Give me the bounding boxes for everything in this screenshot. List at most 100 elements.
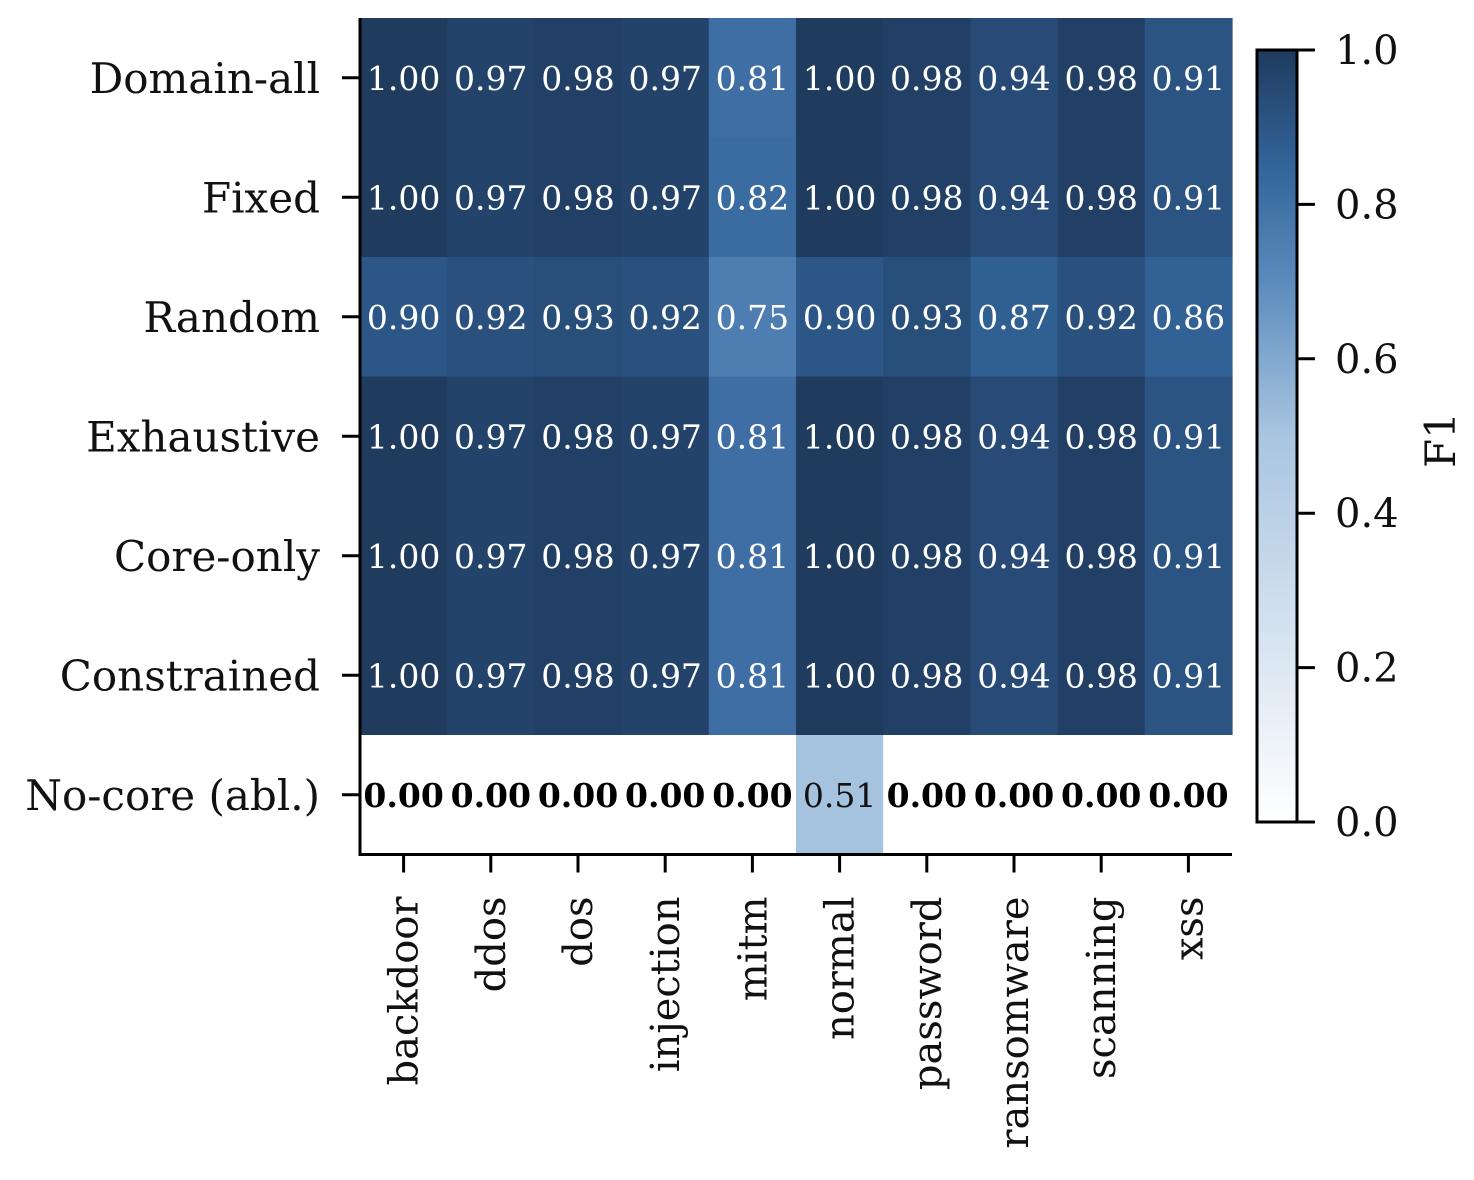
heatmap-cell <box>796 496 884 617</box>
colorbar-tick-label: 0.2 <box>1335 646 1399 692</box>
heatmap-cell <box>708 257 797 378</box>
cell-value-label: 0.98 <box>1064 537 1137 576</box>
heatmap-cell <box>796 735 884 856</box>
cell-value-label: 0.98 <box>890 656 963 695</box>
cell-value-label: 0.87 <box>977 298 1050 337</box>
heatmap-cell <box>1144 18 1233 139</box>
heatmap-cell <box>447 18 535 139</box>
heatmap-cell <box>708 376 797 497</box>
cell-value-label: 0.90 <box>367 298 440 337</box>
cell-value-label: 0.97 <box>628 178 701 217</box>
colorbar-ticks: 0.0 0.2 0.4 0.6 0.8 1.0 <box>1297 28 1399 846</box>
heatmap-cell <box>970 257 1059 378</box>
cell-value-label: 0.94 <box>977 537 1050 576</box>
heatmap-cell <box>1057 735 1146 856</box>
heatmap-cell <box>534 735 623 856</box>
heatmap-cells <box>360 18 1233 856</box>
heatmap-cell <box>708 18 797 139</box>
cell-value-label: 0.98 <box>890 417 963 456</box>
cell-value-label: 1.00 <box>803 178 876 217</box>
cell-value-label: 0.94 <box>977 59 1050 98</box>
heatmap-cell <box>534 18 623 139</box>
column-label: ddos <box>469 897 515 993</box>
row-label: Exhaustive <box>86 412 320 461</box>
heatmap-cell <box>621 257 710 378</box>
cell-value-label: 0.97 <box>628 537 701 576</box>
cell-value-label: 0.98 <box>890 59 963 98</box>
heatmap-cell <box>970 376 1059 497</box>
heatmap-cell <box>796 257 884 378</box>
heatmap-cell <box>534 257 623 378</box>
row-label: Random <box>143 293 320 342</box>
cell-value-label: 0.86 <box>1152 298 1225 337</box>
cell-value-label: 0.75 <box>716 298 789 337</box>
heatmap-cell <box>970 18 1059 139</box>
cell-value-label: 0.97 <box>628 656 701 695</box>
row-label: Constrained <box>60 651 320 700</box>
cell-value-label: 0.97 <box>628 59 701 98</box>
cell-value-label: 0.81 <box>716 656 789 695</box>
cell-value-label: 0.81 <box>716 417 789 456</box>
cell-value-label: 0.97 <box>628 417 701 456</box>
cell-value-label: 0.91 <box>1152 178 1225 217</box>
cell-value-label: 0.98 <box>541 537 614 576</box>
heatmap-cell <box>970 735 1059 856</box>
heatmap-cell <box>1144 496 1233 617</box>
cell-value-label: 0.91 <box>1152 656 1225 695</box>
heatmap-cell <box>883 137 971 258</box>
cell-value-label: 1.00 <box>367 178 440 217</box>
heatmap-cell <box>621 376 710 497</box>
heatmap-cell <box>447 376 535 497</box>
column-label: dos <box>556 897 602 967</box>
heatmap-cell <box>970 496 1059 617</box>
heatmap-cell <box>1057 376 1146 497</box>
heatmap-cell <box>1057 496 1146 617</box>
column-label: scanning <box>1079 897 1125 1079</box>
heatmap-cell <box>796 615 884 736</box>
cell-value-label: 0.98 <box>890 178 963 217</box>
cell-value-label: 0.98 <box>1064 178 1137 217</box>
cell-value-label: 0.98 <box>1064 417 1137 456</box>
heatmap-cell <box>360 257 448 378</box>
heatmap-cell <box>360 496 448 617</box>
heatmap-cell <box>1144 376 1233 497</box>
cell-value-label: 0.00 <box>887 776 967 815</box>
heatmap-cell <box>970 615 1059 736</box>
colorbar-tick-label: 1.0 <box>1335 28 1399 74</box>
cell-value-label: 0.92 <box>1064 298 1137 337</box>
heatmap-cell <box>360 376 448 497</box>
cell-value-label: 0.94 <box>977 417 1050 456</box>
cell-value-label: 1.00 <box>367 59 440 98</box>
heatmap-cell <box>708 735 797 856</box>
heatmap-cell <box>1057 18 1146 139</box>
heatmap-cell <box>360 137 448 258</box>
cell-value-label: 0.82 <box>716 178 789 217</box>
cell-value-label: 1.00 <box>803 656 876 695</box>
heatmap-cell <box>708 496 797 617</box>
cell-value-label: 1.00 <box>367 656 440 695</box>
heatmap-cell <box>621 18 710 139</box>
column-tick-labels: backdoor ddos dos injection mitm normal passwo… <box>382 896 1213 1149</box>
heatmap-cell <box>1057 137 1146 258</box>
heatmap-cell <box>621 735 710 856</box>
heatmap-cell <box>447 137 535 258</box>
column-label: normal <box>818 897 864 1041</box>
heatmap-cell <box>447 496 535 617</box>
colorbar-gradient <box>1255 48 1299 824</box>
heatmap-cell <box>796 137 884 258</box>
cell-value-label: 0.94 <box>977 178 1050 217</box>
heatmap-cell <box>1144 735 1233 856</box>
colorbar-tick-label: 0.6 <box>1335 337 1399 383</box>
cell-value-label: 0.51 <box>803 776 876 815</box>
row-label: Fixed <box>202 173 320 222</box>
cell-value-label: 0.98 <box>890 537 963 576</box>
cell-value-label: 0.98 <box>541 178 614 217</box>
cell-value-label: 0.97 <box>454 417 527 456</box>
cell-value-label: 0.98 <box>1064 656 1137 695</box>
column-label: ransomware <box>992 897 1038 1149</box>
heatmap-cell <box>447 615 535 736</box>
cell-value-label: 1.00 <box>803 59 876 98</box>
cell-value-label: 0.93 <box>890 298 963 337</box>
colorbar-title: F1 <box>1416 412 1465 468</box>
